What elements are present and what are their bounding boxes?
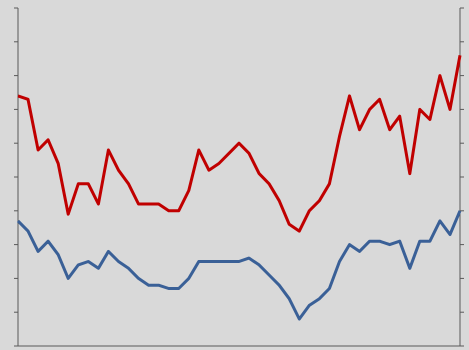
series-line (16, 210, 462, 321)
series-line (17, 55, 462, 233)
